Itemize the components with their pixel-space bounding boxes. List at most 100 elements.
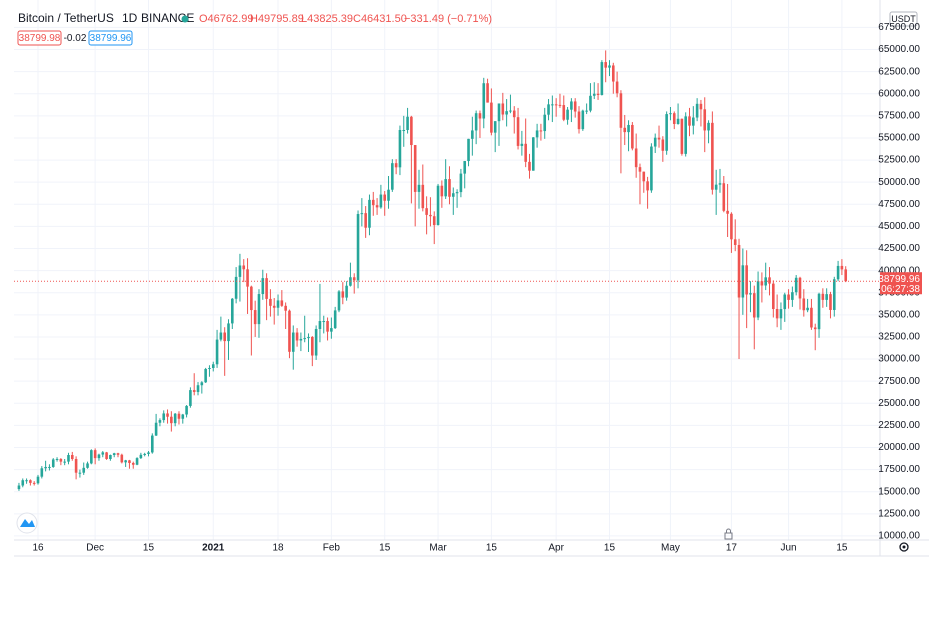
candle-body	[185, 405, 188, 415]
candle-body	[17, 485, 21, 490]
candle-body	[821, 293, 825, 300]
x-tick-label: 2021	[202, 543, 225, 554]
candle-body	[391, 163, 394, 190]
y-tick-label: 10000.00	[878, 531, 920, 542]
candle-body	[90, 450, 93, 464]
candle-body	[638, 167, 642, 172]
exchange: BINANCE	[141, 11, 194, 25]
candle-body	[817, 293, 821, 330]
x-tick-label: Jun	[780, 543, 796, 554]
candle-body	[303, 338, 306, 340]
candle-body	[787, 294, 790, 300]
candle-body	[436, 185, 440, 226]
candle-body	[116, 453, 120, 455]
candle-body	[299, 338, 303, 341]
x-tick-label: 18	[272, 543, 284, 554]
x-tick-label: 15	[486, 543, 498, 554]
candle-body	[825, 294, 828, 300]
last-price-box	[880, 272, 922, 295]
candle-body	[272, 305, 276, 308]
candle-body	[143, 453, 146, 455]
candle-body	[429, 214, 432, 217]
candle-body	[86, 463, 89, 468]
candle-body	[745, 265, 748, 295]
candle-body	[394, 163, 398, 168]
y-tick-label: 42500.00	[878, 243, 920, 254]
y-tick-label: 27500.00	[878, 376, 920, 387]
ask-box[interactable]	[88, 30, 133, 46]
candle-body	[231, 298, 234, 324]
candle-body	[547, 104, 550, 115]
candle-body	[741, 265, 745, 298]
settings-icon[interactable]	[899, 542, 909, 552]
candle-body	[288, 310, 291, 352]
candle-body	[646, 181, 649, 191]
candle-body	[604, 62, 607, 68]
candle-body	[147, 452, 150, 454]
candle-body	[261, 278, 265, 295]
candle-body	[566, 109, 569, 120]
candle-body	[772, 283, 775, 310]
candle-body	[775, 309, 779, 319]
candle-body	[97, 454, 101, 459]
candle-body	[779, 309, 783, 319]
interval: 1D	[122, 11, 138, 25]
candle-body	[70, 455, 74, 459]
candle-body	[219, 332, 223, 340]
ohlc-open: O46762.99	[199, 13, 253, 25]
candle-body	[131, 462, 135, 465]
y-tick-label: 17500.00	[878, 464, 920, 475]
candle-body	[844, 269, 848, 282]
lock-icon	[724, 528, 733, 540]
candle-body	[699, 103, 703, 110]
y-tick-label: 15000.00	[878, 486, 920, 497]
candle-body	[257, 294, 261, 325]
candle-body	[318, 321, 322, 329]
candle-body	[295, 332, 299, 341]
x-tick-label: 16	[32, 543, 44, 554]
candle-body	[596, 93, 600, 95]
candle-body	[151, 435, 154, 453]
y-tick-label: 67500.00	[878, 22, 920, 33]
candle-body	[711, 122, 714, 190]
candle-body	[223, 332, 226, 342]
candle-body	[265, 278, 268, 299]
candle-body	[467, 138, 470, 162]
candle-body	[752, 293, 756, 318]
candle-body	[440, 185, 444, 197]
candle-body	[791, 292, 794, 300]
candle-body	[570, 101, 573, 110]
candle-body	[539, 130, 543, 132]
candle-body	[314, 328, 318, 356]
candle-body	[768, 277, 771, 284]
candle-body	[246, 269, 249, 287]
candles	[14, 50, 880, 491]
candle-body	[829, 294, 832, 310]
candle-body	[581, 110, 585, 130]
candle-body	[661, 139, 665, 151]
candle-body	[333, 310, 337, 329]
candle-body	[158, 420, 162, 423]
ohlc-high: H49795.89	[250, 13, 304, 25]
y-tick-label: 52500.00	[878, 155, 920, 166]
candle-body	[669, 113, 672, 115]
candle-body	[189, 390, 192, 406]
x-tick-label: 17	[726, 543, 738, 554]
last-price-label: 38799.96	[878, 274, 920, 285]
candle-body	[413, 145, 417, 192]
candle-body	[170, 416, 173, 424]
candle-body	[760, 281, 764, 286]
bid-box[interactable]	[17, 30, 62, 46]
candle-body	[322, 321, 326, 323]
candle-body	[505, 111, 508, 115]
candle-body	[528, 161, 531, 171]
candle-body	[67, 455, 70, 462]
candle-body	[48, 466, 51, 468]
candle-body	[524, 143, 527, 162]
currency-badge[interactable]	[889, 11, 918, 27]
candle-body	[375, 205, 379, 208]
candle-body	[585, 110, 588, 112]
candle-body	[284, 305, 287, 311]
candle-body	[311, 336, 314, 356]
